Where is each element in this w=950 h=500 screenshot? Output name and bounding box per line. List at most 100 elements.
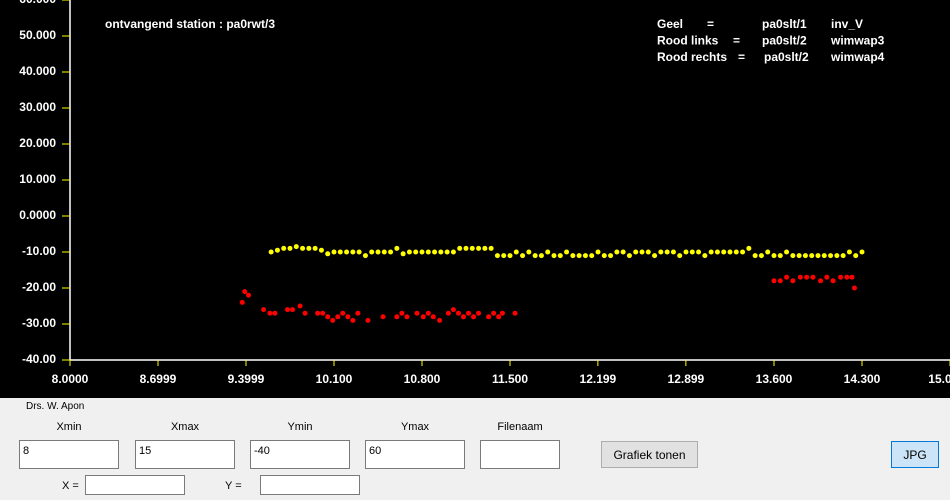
legend-sep: = — [707, 17, 714, 31]
field-input[interactable]: -40 — [250, 440, 350, 469]
data-point — [620, 249, 626, 255]
data-point — [838, 274, 844, 280]
y-input[interactable] — [260, 475, 360, 495]
x-tick-label: 12.199 — [580, 372, 617, 386]
data-point — [608, 253, 614, 259]
data-point — [330, 317, 336, 323]
data-point — [494, 253, 500, 259]
field-input[interactable]: 8 — [19, 440, 119, 469]
data-point — [287, 245, 293, 251]
field-label: Xmax — [170, 421, 200, 433]
data-point — [239, 299, 245, 305]
field-input[interactable]: 15 — [135, 440, 235, 469]
data-point — [486, 314, 492, 320]
data-point — [267, 310, 273, 316]
data-point — [844, 274, 850, 280]
chart: ontvangend station : pa0rwt/3 60.000 50.0… — [0, 0, 950, 398]
data-point — [670, 249, 676, 255]
data-point — [302, 310, 308, 316]
y-tick-label: 60.000 — [19, 0, 56, 6]
data-point — [828, 253, 834, 259]
data-point — [664, 249, 670, 255]
data-point — [444, 249, 450, 255]
data-point — [576, 253, 582, 259]
data-point — [714, 249, 720, 255]
data-point — [406, 249, 412, 255]
x-tick-label: 12.899 — [668, 372, 705, 386]
data-point — [545, 249, 551, 255]
data-point — [340, 310, 346, 316]
field-input[interactable]: 60 — [365, 440, 465, 469]
y-tick-label: 30.000 — [19, 100, 56, 114]
y-tick-label: 20.000 — [19, 136, 56, 150]
data-point — [482, 245, 488, 251]
y-tick-label: -30.00 — [22, 316, 56, 330]
y-label: Y = — [225, 480, 242, 492]
data-point — [784, 274, 790, 280]
y-tick-label: -20.00 — [22, 280, 56, 294]
data-point — [840, 253, 846, 259]
data-point — [284, 307, 290, 313]
data-point — [399, 310, 405, 316]
data-point — [369, 249, 375, 255]
y-tick-label: -10.00 — [22, 244, 56, 258]
data-point — [268, 249, 274, 255]
data-point — [375, 249, 381, 255]
data-point — [790, 278, 796, 284]
x-tick-label: 15.0000 — [928, 372, 950, 386]
data-point — [414, 310, 420, 316]
x-tick-label: 13.600 — [756, 372, 793, 386]
data-point — [306, 245, 312, 251]
data-point — [471, 314, 477, 320]
data-point — [614, 249, 620, 255]
legend-name: Geel — [657, 17, 683, 31]
data-point — [677, 253, 683, 259]
data-point — [758, 253, 764, 259]
data-point — [804, 274, 810, 280]
data-point — [557, 253, 563, 259]
data-point — [582, 253, 588, 259]
data-point — [683, 249, 689, 255]
data-point — [499, 310, 505, 316]
data-point — [821, 253, 827, 259]
data-point — [810, 274, 816, 280]
data-point — [589, 253, 595, 259]
data-point — [532, 253, 538, 259]
data-point — [824, 274, 830, 280]
x-label: X = — [62, 480, 79, 492]
data-point — [752, 253, 758, 259]
data-point — [425, 310, 431, 316]
data-point — [350, 249, 356, 255]
data-point — [796, 253, 802, 259]
data-point — [312, 245, 318, 251]
legend-name: Rood rechts — [657, 50, 727, 64]
field-input[interactable] — [480, 440, 560, 469]
data-point — [859, 249, 865, 255]
data-point — [851, 285, 857, 291]
data-point — [345, 314, 351, 320]
x-tick-label: 9.3999 — [228, 372, 265, 386]
data-point — [356, 249, 362, 255]
legend-info: wimwap3 — [830, 34, 885, 48]
data-point — [520, 253, 526, 259]
data-point — [450, 307, 456, 313]
field-label: Ymin — [287, 421, 313, 433]
data-point — [355, 310, 361, 316]
data-point — [652, 253, 658, 259]
data-point — [325, 314, 331, 320]
x-input[interactable] — [85, 475, 185, 495]
data-point — [601, 253, 607, 259]
data-point — [460, 314, 466, 320]
jpg-button[interactable]: JPG — [891, 441, 939, 468]
data-point — [740, 249, 746, 255]
x-tick-label: 14.300 — [844, 372, 881, 386]
y-tick-label: -40.00 — [22, 352, 56, 366]
data-point — [771, 278, 777, 284]
show-graph-button[interactable]: Grafiek tonen — [601, 441, 698, 468]
data-point — [846, 249, 852, 255]
data-point — [830, 278, 836, 284]
data-point — [834, 253, 840, 259]
data-point — [300, 245, 306, 251]
legend-station: pa0slt/2 — [764, 50, 809, 64]
data-point — [344, 249, 350, 255]
